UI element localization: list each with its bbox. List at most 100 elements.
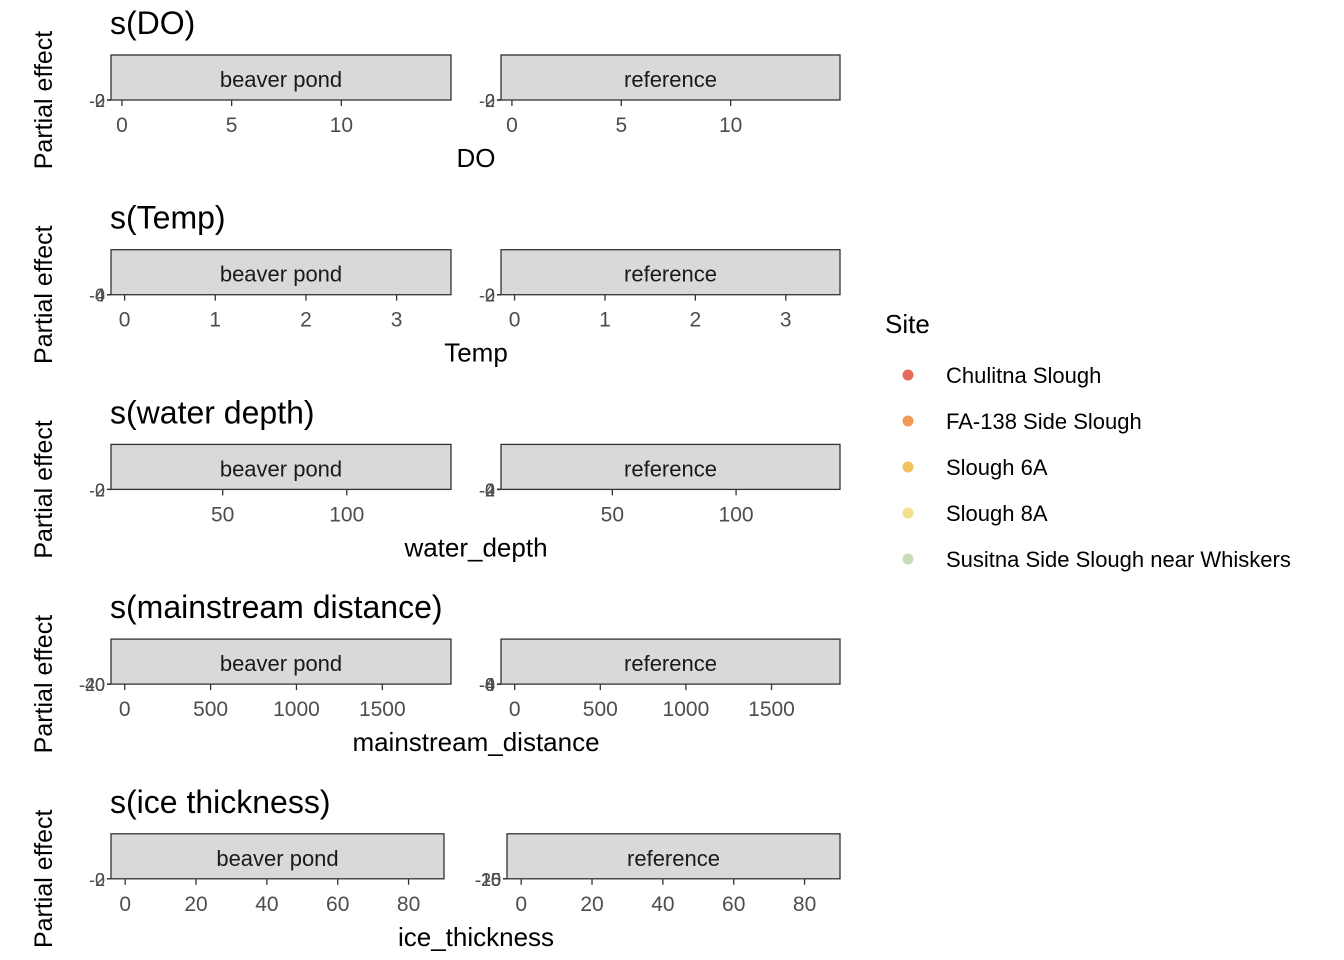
y-tick-label: -4 (89, 286, 105, 306)
x-tick-label: 3 (391, 309, 403, 332)
x-axis-label: DO (457, 143, 496, 173)
y-tick-label: 2 (485, 480, 495, 500)
x-tick-label: 0 (119, 698, 131, 721)
y-tick-label: -15 (475, 870, 501, 890)
y-tick-label: -10 (475, 870, 501, 890)
facet-strip-label: beaver pond (220, 262, 342, 287)
x-axis-label: ice_thickness (398, 922, 554, 952)
y-axis-label: Partial effect (30, 420, 58, 559)
legend-key-dot (902, 507, 914, 519)
x-axis-label: water_depth (403, 532, 547, 562)
legend-key-dot (902, 553, 914, 565)
x-tick-label: 20 (184, 893, 207, 916)
x-tick-label: 0 (509, 698, 521, 721)
y-tick-label: 2 (485, 91, 495, 111)
facet-strip (506, 833, 841, 880)
x-tick-label: 5 (226, 114, 238, 137)
x-tick-label: 60 (722, 893, 745, 916)
plot-title: s(ice thickness) (110, 784, 331, 820)
x-tick-label: 3 (780, 309, 792, 332)
y-tick-label: -20 (475, 870, 501, 890)
x-tick-label: 0 (119, 893, 131, 916)
y-tick-label: -4 (479, 675, 495, 695)
facet-strip-label: reference (624, 456, 717, 481)
plot-title: s(Temp) (110, 200, 226, 236)
y-tick-label: 2 (485, 286, 495, 306)
x-tick-label: 500 (193, 698, 228, 721)
x-axis-label: mainstream_distance (352, 727, 599, 757)
y-tick-label: -2 (479, 480, 495, 500)
y-axis-label: Partial effect (30, 810, 58, 949)
y-tick-label: -8 (479, 675, 495, 695)
x-tick-label: 1 (599, 309, 611, 332)
facet-strip (500, 443, 841, 491)
x-tick-label: 50 (601, 503, 624, 526)
y-tick-label: 0 (95, 870, 105, 890)
x-tick-label: 80 (793, 893, 816, 916)
plot-title: s(water depth) (110, 394, 315, 430)
y-tick-label: 0 (95, 91, 105, 111)
x-tick-label: 2 (300, 309, 312, 332)
x-tick-label: 0 (116, 114, 128, 137)
plot-title: s(DO) (110, 5, 195, 41)
y-tick-label: 0 (485, 91, 495, 111)
x-tick-label: 1000 (273, 698, 320, 721)
legend-label: Chulitna Slough (946, 363, 1101, 388)
x-tick-label: 0 (509, 309, 521, 332)
x-tick-label: 40 (255, 893, 278, 916)
facet-strip-label: beaver pond (216, 846, 338, 871)
facet-strip (500, 638, 841, 685)
x-axis-label: Temp (444, 338, 508, 368)
y-tick-label: 0 (485, 286, 495, 306)
x-tick-label: 5 (615, 114, 627, 137)
y-tick-label: 4 (485, 675, 495, 695)
y-tick-label: 2 (95, 91, 105, 111)
y-tick-label: 0 (95, 675, 105, 695)
x-tick-label: 20 (580, 893, 603, 916)
legend-label: Susitna Side Slough near Whiskers (946, 547, 1291, 572)
facet-strip-label: reference (624, 67, 717, 92)
y-tick-label: -5 (485, 870, 501, 890)
facet-strip (110, 54, 452, 101)
facet-strip-label: beaver pond (220, 67, 342, 92)
y-tick-label: -2 (479, 286, 495, 306)
y-tick-label: -40 (79, 675, 105, 695)
x-tick-label: 80 (397, 893, 420, 916)
x-tick-label: 50 (211, 503, 234, 526)
facet-strip-label: beaver pond (220, 456, 342, 481)
facet-strip (110, 638, 452, 685)
y-tick-label: 0 (491, 870, 501, 890)
facet-strip-label: reference (627, 846, 720, 871)
facet-strip-label: beaver pond (220, 651, 342, 676)
y-tick-label: 0 (95, 286, 105, 306)
x-tick-label: 0 (515, 893, 527, 916)
y-tick-label: 0 (485, 480, 495, 500)
x-tick-label: 0 (506, 114, 518, 137)
facet-strip (110, 443, 452, 491)
plot-title: s(mainstream distance) (110, 589, 443, 625)
y-tick-label: 0 (95, 480, 105, 500)
y-tick-label: -2 (479, 91, 495, 111)
x-tick-label: 1500 (359, 698, 406, 721)
y-tick-label: -2 (89, 870, 105, 890)
x-tick-label: 0 (119, 309, 131, 332)
y-tick-label: -20 (79, 675, 105, 695)
facet-strip-label: reference (624, 651, 717, 676)
y-axis-label: Partial effect (30, 615, 58, 754)
x-tick-label: 1 (209, 309, 221, 332)
facet-strip (110, 833, 445, 880)
x-tick-label: 10 (330, 114, 353, 137)
facet-strip (500, 54, 841, 101)
x-tick-label: 1500 (748, 698, 795, 721)
y-tick-label: -2 (89, 480, 105, 500)
legend-title: Site (885, 309, 930, 339)
x-tick-label: 10 (719, 114, 742, 137)
legend-key-dot (902, 369, 914, 381)
legend-label: Slough 8A (946, 501, 1048, 526)
y-tick-label: -4 (479, 480, 495, 500)
y-tick-label: 0 (485, 675, 495, 695)
x-tick-label: 2 (690, 309, 702, 332)
x-tick-label: 1000 (663, 698, 710, 721)
x-tick-label: 40 (651, 893, 674, 916)
